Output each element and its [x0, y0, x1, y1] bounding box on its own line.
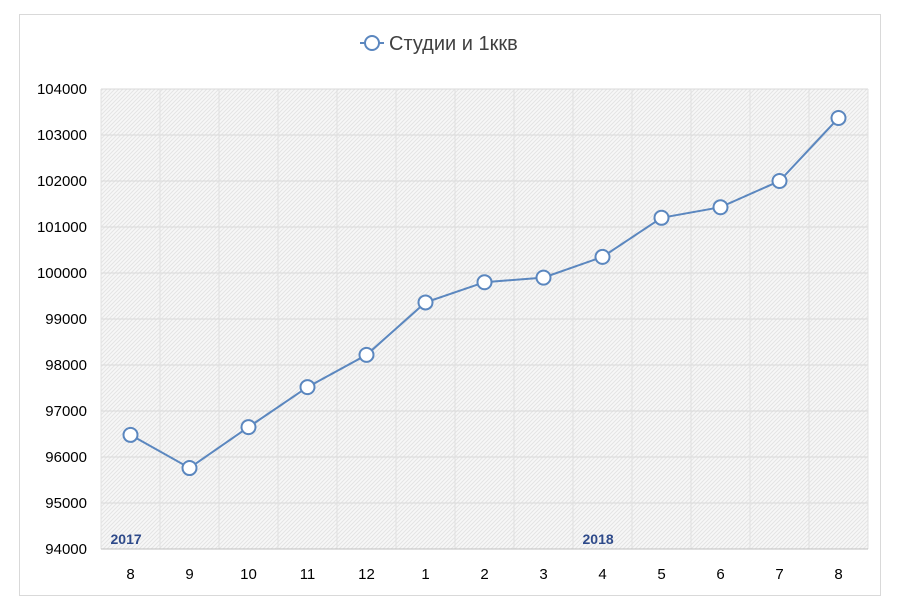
data-point [358, 346, 375, 363]
x-tick-label: 9 [185, 566, 193, 583]
axes: 9400095000960009700098000990001000001010… [37, 81, 868, 583]
x-tick-label: 8 [834, 566, 842, 583]
data-point [771, 173, 788, 189]
y-tick-label: 102000 [37, 173, 87, 190]
x-tick-label: 12 [358, 566, 375, 583]
x-tick-label: 2 [480, 566, 488, 583]
y-tick-label: 94000 [45, 541, 87, 558]
data-point [712, 199, 729, 216]
x-tick-label: 4 [598, 566, 606, 583]
data-point [299, 379, 316, 396]
year-label: 2018 [583, 531, 614, 547]
year-label: 2017 [111, 531, 142, 547]
x-tick-label: 6 [716, 566, 724, 583]
y-tick-label: 103000 [37, 127, 87, 144]
y-tick-label: 96000 [45, 449, 87, 466]
y-tick-label: 100000 [37, 265, 87, 282]
legend-label: Студии и 1ккв [389, 33, 518, 55]
y-tick-label: 101000 [37, 219, 87, 236]
x-tick-label: 5 [657, 566, 665, 583]
data-point [594, 248, 611, 265]
legend-marker-icon [364, 35, 380, 51]
data-point [181, 460, 198, 477]
data-point [122, 426, 139, 443]
y-tick-label: 99000 [45, 311, 87, 328]
grid-lines [100, 88, 869, 550]
data-point [653, 209, 670, 226]
x-tick-label: 3 [539, 566, 547, 583]
legend: Студии и 1ккв [360, 33, 518, 55]
y-tick-label: 95000 [45, 495, 87, 512]
data-point [476, 274, 493, 291]
y-tick-label: 104000 [37, 81, 87, 98]
data-point [417, 294, 434, 311]
y-tick-label: 98000 [45, 357, 87, 374]
series-layer [122, 109, 847, 477]
data-point [535, 269, 552, 286]
x-tick-label: 1 [421, 566, 429, 583]
data-point [240, 419, 257, 436]
data-point [830, 109, 847, 126]
y-tick-label: 97000 [45, 403, 87, 420]
x-tick-label: 11 [300, 566, 316, 583]
x-tick-label: 7 [775, 566, 783, 583]
x-tick-label: 10 [240, 566, 257, 583]
x-tick-label: 8 [126, 566, 134, 583]
